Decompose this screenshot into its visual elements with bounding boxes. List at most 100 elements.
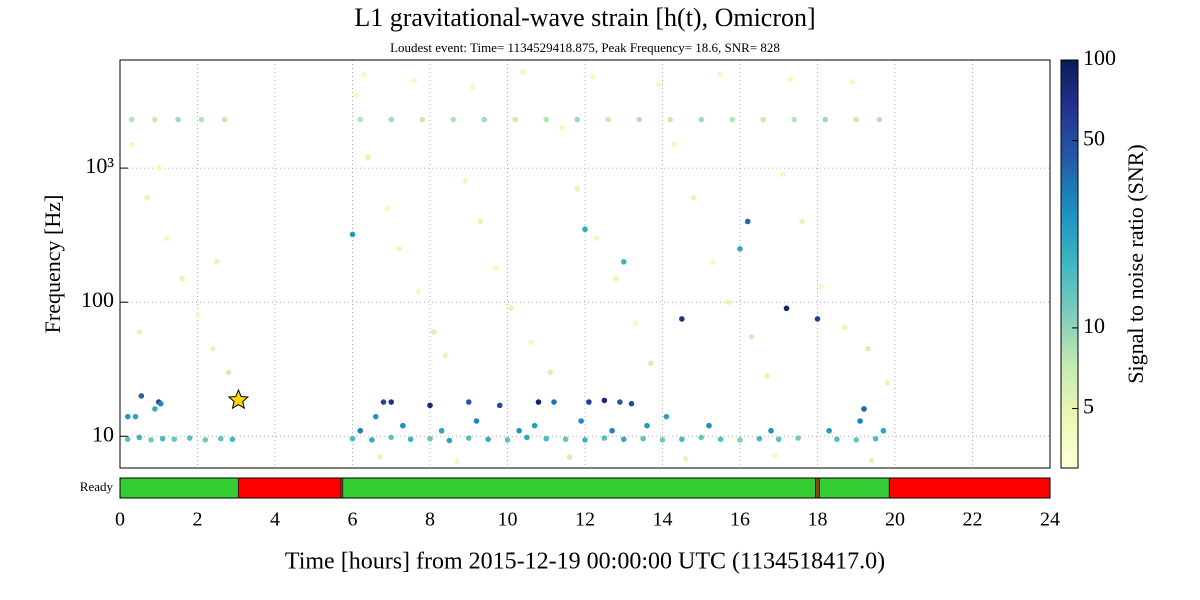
event-point — [865, 345, 871, 352]
event-point — [706, 422, 712, 429]
event-point — [465, 435, 472, 441]
event-point — [795, 435, 801, 441]
event-point — [663, 413, 670, 420]
event-point — [384, 205, 391, 212]
event-point — [679, 436, 685, 443]
event-point — [814, 316, 821, 322]
event-point — [357, 427, 364, 434]
event-point — [884, 380, 891, 386]
event-point — [644, 422, 650, 429]
event-point — [427, 435, 433, 442]
event-point — [450, 116, 457, 123]
event-point — [411, 77, 418, 84]
event-point — [667, 116, 674, 123]
event-point — [574, 186, 581, 192]
segment-label: Ready — [80, 479, 114, 494]
event-point — [198, 116, 205, 123]
event-point — [698, 116, 705, 123]
event-point — [729, 116, 736, 123]
segment — [815, 477, 820, 499]
event-point — [128, 141, 135, 148]
colorbar — [1060, 59, 1079, 469]
event-point — [636, 116, 643, 123]
event-point — [427, 402, 433, 409]
event-point — [617, 399, 623, 405]
event-point — [369, 437, 375, 443]
event-point — [659, 437, 666, 443]
segment-frame — [119, 477, 1051, 499]
event-point — [431, 329, 437, 335]
event-point — [159, 435, 166, 442]
x-tick-label: 2 — [193, 509, 203, 531]
x-tick-label: 10 — [498, 509, 518, 531]
event-point — [822, 116, 829, 123]
event-point — [601, 435, 608, 441]
event-point — [772, 452, 778, 459]
event-point — [194, 312, 201, 318]
event-point — [682, 455, 689, 462]
y-tick-label: 10³ — [85, 153, 114, 178]
event-point — [671, 141, 677, 148]
event-point — [756, 435, 763, 442]
event-point — [462, 178, 468, 184]
event-point — [582, 437, 588, 443]
event-point — [128, 116, 135, 123]
event-point — [508, 305, 515, 312]
event-point — [531, 422, 538, 429]
event-point — [737, 437, 743, 443]
event-point — [136, 434, 143, 441]
event-point — [775, 436, 782, 443]
event-point — [613, 275, 619, 282]
event-point — [179, 275, 185, 282]
event-point — [353, 92, 360, 98]
event-point — [407, 436, 414, 443]
event-point — [551, 399, 557, 405]
event-point — [620, 259, 627, 265]
event-point — [465, 399, 472, 405]
event-point — [768, 427, 774, 434]
event-point — [737, 246, 743, 252]
event-point — [155, 165, 162, 171]
event-point — [349, 231, 356, 238]
event-point — [396, 246, 402, 252]
event-point — [210, 345, 216, 352]
event-point — [849, 79, 856, 85]
event-point — [601, 397, 608, 404]
colorbar-tick-label: 100 — [1083, 45, 1116, 70]
x-tick-label: 6 — [348, 509, 358, 531]
event-point — [582, 226, 588, 233]
plot-frame — [119, 59, 1051, 469]
event-point — [365, 154, 371, 161]
event-point — [640, 435, 646, 442]
event-point — [400, 422, 406, 429]
segment — [342, 477, 816, 499]
event-point — [876, 116, 883, 123]
event-point — [372, 413, 379, 420]
event-point — [535, 399, 542, 405]
event-point — [690, 195, 697, 201]
event-point — [818, 284, 825, 290]
event-point — [493, 265, 499, 271]
event-point — [628, 400, 635, 407]
event-point — [388, 434, 395, 441]
colorbar-tick-label: 10 — [1083, 313, 1105, 338]
x-tick-label: 14 — [653, 509, 673, 531]
segment — [238, 477, 342, 499]
event-point — [481, 116, 488, 123]
event-point — [477, 218, 484, 225]
event-point — [349, 435, 356, 442]
event-point — [473, 418, 480, 424]
event-point — [717, 71, 724, 78]
event-point — [547, 369, 553, 376]
event-point — [779, 171, 786, 178]
chart-subtitle: Loudest event: Time= 1134529418.875, Pea… — [390, 40, 780, 55]
event-point — [578, 418, 584, 424]
event-point — [655, 81, 662, 88]
event-point — [438, 427, 445, 434]
x-tick-label: 4 — [270, 509, 280, 531]
event-point — [725, 299, 732, 305]
event-point — [469, 84, 476, 91]
x-tick-label: 16 — [730, 509, 750, 531]
x-tick-label: 22 — [963, 509, 983, 531]
event-point — [446, 437, 453, 444]
